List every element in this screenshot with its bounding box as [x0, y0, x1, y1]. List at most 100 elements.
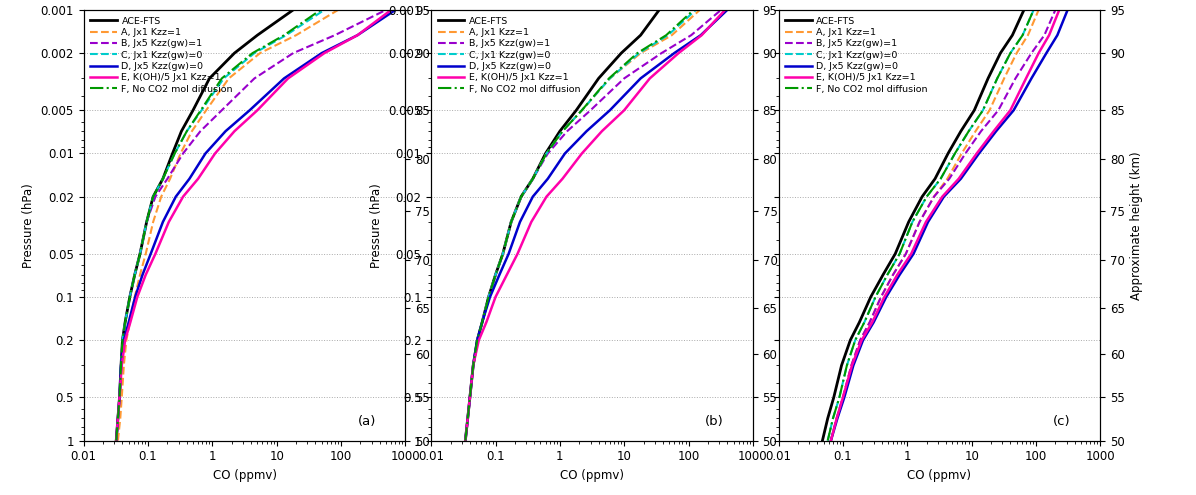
F, No CO2 mol diffusion	[155, 176, 170, 182]
A, Jx1 Kzz=1	[221, 75, 236, 81]
A, Jx1 Kzz=1	[289, 32, 304, 38]
D, Jx5 Kzz(gw)=0	[475, 319, 489, 325]
B, Jx5 Kzz(gw)=1	[927, 194, 941, 199]
E, K(OH)/5 Jx1 Kzz=1	[109, 438, 123, 444]
A, Jx1 Kzz=1	[862, 319, 877, 325]
D, Jx5 Kzz(gw)=0	[1050, 32, 1064, 38]
C, Jx1 Kzz(gw)=0	[962, 128, 976, 134]
E, K(OH)/5 Jx1 Kzz=1	[466, 362, 481, 368]
A, Jx1 Kzz=1	[466, 362, 481, 368]
ACE-FTS	[123, 294, 138, 300]
A, Jx1 Kzz=1	[927, 194, 941, 199]
E, K(OH)/5 Jx1 Kzz=1	[718, 7, 732, 13]
D, Jx5 Kzz(gw)=0	[466, 362, 481, 368]
ACE-FTS	[835, 362, 849, 368]
C, Jx1 Kzz(gw)=0	[475, 319, 489, 325]
ACE-FTS	[928, 176, 942, 182]
F, No CO2 mol diffusion	[934, 176, 948, 182]
ACE-FTS	[460, 415, 475, 421]
F, No CO2 mol diffusion	[1015, 32, 1030, 38]
C, Jx1 Kzz(gw)=0	[460, 415, 475, 421]
C, Jx1 Kzz(gw)=0	[488, 272, 502, 278]
Line: E, K(OH)/5 Jx1 Kzz=1: E, K(OH)/5 Jx1 Kzz=1	[116, 10, 391, 441]
C, Jx1 Kzz(gw)=0	[118, 319, 133, 325]
B, Jx5 Kzz(gw)=1	[514, 194, 529, 199]
E, K(OH)/5 Jx1 Kzz=1	[139, 272, 153, 278]
ACE-FTS	[525, 176, 539, 182]
A, Jx1 Kzz=1	[982, 107, 996, 113]
ACE-FTS	[514, 194, 529, 199]
A, Jx1 Kzz=1	[495, 251, 509, 257]
Y-axis label: Approximate height (km): Approximate height (km)	[1130, 151, 1143, 299]
B, Jx5 Kzz(gw)=1	[836, 395, 850, 400]
C, Jx1 Kzz(gw)=0	[880, 272, 895, 278]
F, No CO2 mol diffusion	[858, 319, 872, 325]
B, Jx5 Kzz(gw)=1	[1048, 7, 1062, 13]
C, Jx1 Kzz(gw)=0	[248, 50, 262, 56]
D, Jx5 Kzz(gw)=0	[155, 219, 170, 225]
D, Jx5 Kzz(gw)=0	[989, 128, 1003, 134]
C, Jx1 Kzz(gw)=0	[1003, 50, 1018, 56]
E, K(OH)/5 Jx1 Kzz=1	[227, 128, 242, 134]
D, Jx5 Kzz(gw)=0	[667, 50, 682, 56]
X-axis label: CO (ppmv): CO (ppmv)	[213, 469, 276, 482]
D, Jx5 Kzz(gw)=0	[144, 251, 158, 257]
D, Jx5 Kzz(gw)=0	[243, 107, 257, 113]
F, No CO2 mol diffusion	[475, 319, 489, 325]
E, K(OH)/5 Jx1 Kzz=1	[480, 319, 494, 325]
C, Jx1 Kzz(gw)=0	[947, 150, 962, 156]
ACE-FTS	[981, 75, 995, 81]
C, Jx1 Kzz(gw)=0	[504, 219, 518, 225]
ACE-FTS	[155, 176, 170, 182]
E, K(OH)/5 Jx1 Kzz=1	[854, 337, 868, 343]
Line: A, Jx1 Kzz=1: A, Jx1 Kzz=1	[118, 10, 338, 441]
B, Jx5 Kzz(gw)=1	[898, 251, 913, 257]
F, No CO2 mol diffusion	[555, 128, 569, 134]
ACE-FTS	[175, 128, 189, 134]
C, Jx1 Kzz(gw)=0	[603, 75, 617, 81]
C, Jx1 Kzz(gw)=0	[525, 176, 539, 182]
ACE-FTS	[941, 150, 956, 156]
B, Jx5 Kzz(gw)=1	[160, 176, 175, 182]
F, No CO2 mol diffusion	[488, 272, 502, 278]
B, Jx5 Kzz(gw)=1	[1024, 50, 1038, 56]
D, Jx5 Kzz(gw)=0	[837, 395, 852, 400]
ACE-FTS	[953, 128, 968, 134]
E, K(OH)/5 Jx1 Kzz=1	[500, 272, 514, 278]
C, Jx1 Kzz(gw)=0	[825, 415, 840, 421]
A, Jx1 Kzz=1	[1031, 7, 1045, 13]
Line: F, No CO2 mol diffusion: F, No CO2 mol diffusion	[828, 10, 1033, 441]
E, K(OH)/5 Jx1 Kzz=1	[191, 176, 206, 182]
Line: E, K(OH)/5 Jx1 Kzz=1: E, K(OH)/5 Jx1 Kzz=1	[465, 10, 725, 441]
F, No CO2 mol diffusion	[659, 32, 673, 38]
C, Jx1 Kzz(gw)=0	[114, 362, 128, 368]
F, No CO2 mol diffusion	[111, 415, 126, 421]
ACE-FTS	[652, 7, 666, 13]
F, No CO2 mol diffusion	[905, 219, 920, 225]
ACE-FTS	[112, 395, 127, 400]
F, No CO2 mol diffusion	[277, 32, 292, 38]
D, Jx5 Kzz(gw)=0	[1061, 7, 1075, 13]
C, Jx1 Kzz(gw)=0	[133, 251, 147, 257]
E, K(OH)/5 Jx1 Kzz=1	[555, 176, 569, 182]
Line: A, Jx1 Kzz=1: A, Jx1 Kzz=1	[465, 10, 700, 441]
E, K(OH)/5 Jx1 Kzz=1	[890, 272, 904, 278]
Y-axis label: Pressure (hPa): Pressure (hPa)	[22, 183, 35, 268]
ACE-FTS	[250, 32, 264, 38]
F, No CO2 mol diffusion	[962, 128, 976, 134]
B, Jx5 Kzz(gw)=1	[714, 7, 728, 13]
E, K(OH)/5 Jx1 Kzz=1	[844, 362, 859, 368]
A, Jx1 Kzz=1	[692, 7, 707, 13]
ACE-FTS	[458, 438, 472, 444]
ACE-FTS	[146, 194, 160, 199]
Y-axis label: Pressure (hPa): Pressure (hPa)	[370, 183, 383, 268]
F, No CO2 mol diffusion	[481, 294, 495, 300]
B, Jx5 Kzz(gw)=1	[684, 32, 698, 38]
Line: C, Jx1 Kzz(gw)=0: C, Jx1 Kzz(gw)=0	[465, 10, 696, 441]
C, Jx1 Kzz(gw)=0	[990, 75, 1005, 81]
A, Jx1 Kzz=1	[460, 415, 475, 421]
ACE-FTS	[853, 319, 867, 325]
Line: F, No CO2 mol diffusion: F, No CO2 mol diffusion	[116, 10, 321, 441]
E, K(OH)/5 Jx1 Kzz=1	[511, 251, 525, 257]
A, Jx1 Kzz=1	[1020, 32, 1035, 38]
